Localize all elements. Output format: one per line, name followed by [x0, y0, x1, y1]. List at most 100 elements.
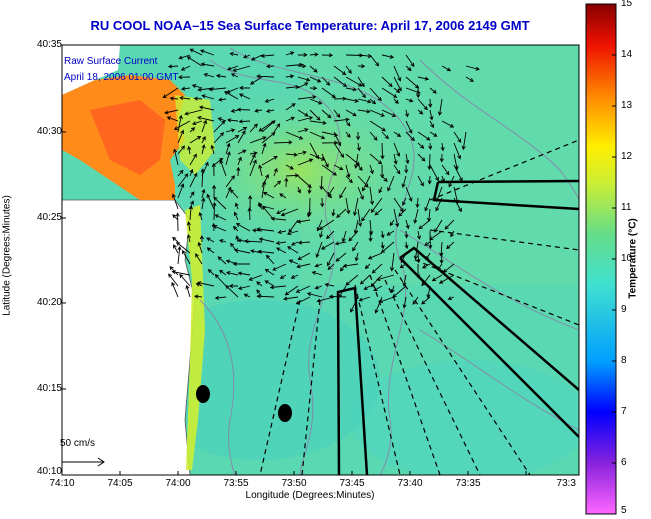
current-vector [291, 241, 299, 246]
current-vector [228, 283, 238, 289]
x-axis-label: Longitude (Degrees:Minutes) [245, 490, 375, 501]
current-vector [380, 164, 385, 179]
current-vector [321, 76, 331, 86]
current-vector [189, 127, 196, 133]
current-vector [235, 235, 240, 243]
current-vector [321, 87, 336, 99]
current-vector [345, 131, 351, 138]
current-vector [357, 175, 369, 188]
current-vector [306, 292, 323, 298]
current-vector [363, 285, 371, 290]
colorbar-tick: 6 [621, 457, 627, 468]
current-vector [225, 128, 236, 133]
current-vector [284, 285, 299, 296]
current-vector [290, 274, 299, 279]
current-vector [248, 194, 253, 210]
y-tick-label: 40:10 [36, 466, 62, 477]
current-vector [354, 252, 359, 262]
colorbar-tick: 15 [621, 0, 633, 9]
current-vector [393, 98, 399, 104]
current-vector [405, 219, 410, 230]
current-vector [371, 263, 383, 274]
current-vector [177, 169, 184, 177]
current-vector [345, 175, 353, 184]
x-tick-label: 73:3 [556, 478, 576, 489]
current-vector [390, 285, 395, 294]
current-vector [273, 180, 282, 188]
current-vector [398, 208, 407, 217]
current-vector [261, 180, 267, 199]
current-vector [235, 223, 251, 232]
axis-ticks [61, 44, 527, 476]
current-vector [201, 144, 206, 155]
current-vector [232, 225, 239, 232]
current-vector [237, 149, 247, 155]
current-vector [427, 153, 432, 171]
current-vector [164, 109, 179, 115]
current-vector [225, 175, 235, 188]
current-vector [257, 249, 275, 254]
current-vector [199, 235, 204, 243]
current-vector [225, 142, 231, 155]
current-vector [201, 94, 215, 100]
current-vector [212, 184, 217, 199]
current-vector [380, 142, 385, 160]
current-vector [357, 208, 363, 228]
current-vector [321, 186, 332, 199]
current-vector [166, 116, 179, 122]
current-vector [249, 153, 256, 166]
current-vector [306, 208, 311, 218]
current-vector [369, 54, 380, 67]
current-vector [191, 84, 203, 89]
station-marker [196, 385, 210, 403]
current-vector [393, 142, 401, 157]
current-vector [250, 76, 263, 85]
current-vector [270, 216, 287, 221]
current-vector [367, 252, 383, 260]
current-vector [214, 295, 227, 300]
current-vector [297, 109, 309, 117]
current-vector [213, 120, 226, 133]
current-vector [373, 285, 383, 291]
current-vector [357, 87, 366, 99]
current-vector [285, 164, 294, 170]
current-vector [316, 219, 323, 232]
current-vector [357, 98, 372, 104]
current-vector [393, 65, 402, 82]
current-vector [341, 230, 347, 243]
current-vector [201, 136, 206, 144]
current-vector [315, 241, 323, 258]
current-vector [177, 245, 182, 265]
current-vector [208, 87, 227, 92]
current-vector [219, 159, 227, 177]
land-coast [62, 199, 196, 475]
current-vector [333, 96, 347, 101]
current-vector [381, 131, 389, 140]
current-vector [404, 230, 409, 239]
current-vector [309, 52, 319, 57]
x-tick-label: 73:45 [339, 478, 365, 489]
current-vector [357, 76, 365, 88]
current-vector [381, 175, 388, 182]
current-vector [405, 65, 412, 72]
current-vector [309, 131, 326, 140]
y-axis-label: Latitude (Degrees:Minutes) [1, 195, 13, 316]
current-vector [348, 230, 359, 242]
current-vector [393, 131, 402, 137]
current-vector [357, 164, 363, 171]
current-vector [261, 174, 269, 188]
current-vector [249, 123, 258, 133]
current-vector [237, 285, 251, 291]
current-vector [218, 97, 227, 102]
current-vector [285, 173, 300, 178]
current-vector [186, 221, 191, 232]
current-vector [417, 131, 431, 141]
current-vector [428, 98, 433, 108]
current-vector [389, 252, 395, 272]
current-vector [257, 203, 275, 210]
current-vector [465, 76, 475, 82]
current-vector [297, 252, 311, 260]
current-vector [421, 296, 431, 305]
current-vector [393, 153, 398, 165]
current-vector [321, 153, 329, 168]
